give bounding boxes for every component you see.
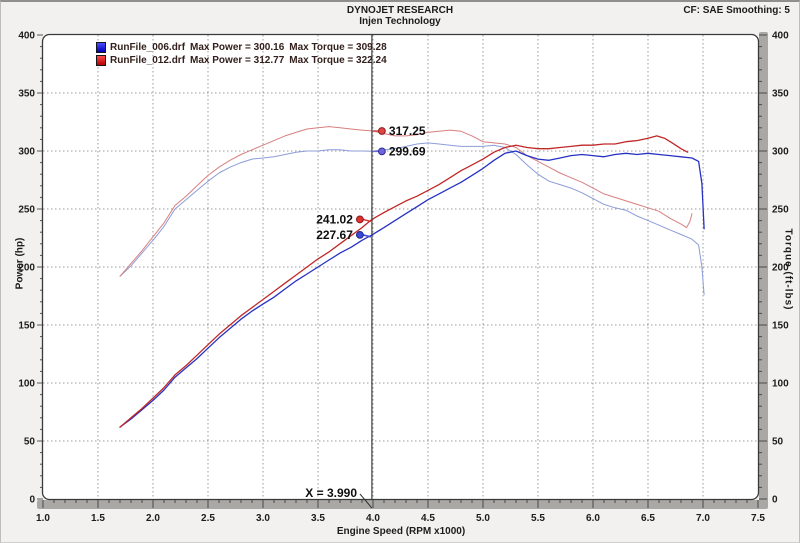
y-tick-label-left: 150	[18, 321, 35, 332]
annotation-value: 241.02	[316, 212, 353, 226]
y-tick-label-left: 200	[18, 263, 35, 274]
y-tick-label-right: 200	[772, 263, 789, 274]
annotation-value: 317.25	[389, 124, 426, 138]
y-tick-label-right: 150	[772, 321, 789, 332]
annotation-dot	[356, 215, 364, 224]
y-tick-label-right: 300	[772, 147, 789, 158]
x-tick-label: 6.0	[586, 513, 600, 524]
y-tick-label-left: 300	[18, 147, 35, 158]
annotation-leader	[362, 218, 372, 223]
y-tick-label-left: 100	[18, 379, 35, 390]
run1-max-power: Max Power = 300.16	[190, 42, 285, 53]
x-tick-label: 7.0	[696, 513, 710, 524]
legend: RunFile_006.drf Max Power = 300.16 Max Tor…	[96, 41, 387, 67]
bottom-tick-band	[37, 500, 767, 509]
run2-max-torque: Max Torque = 322.24	[289, 55, 387, 66]
x-tick-label: 7.5	[751, 513, 765, 524]
right-axis-title: Torque (ft-lbs)	[782, 228, 794, 311]
run2-file: RunFile_012.drf	[110, 55, 186, 66]
curve-runfile_006-power	[119, 150, 705, 428]
x-tick-label: 2.5	[201, 513, 215, 524]
y-tick-label-left: 50	[24, 437, 36, 448]
x-tick-label: 2.0	[146, 513, 160, 524]
y-tick-label-right: 250	[772, 205, 789, 216]
run2-max-power: Max Power = 312.77	[190, 55, 285, 66]
x-tick-label: 1.5	[91, 513, 105, 524]
right-tick-band	[759, 32, 768, 509]
x-tick-label: 5.0	[476, 513, 490, 524]
y-tick-label-left: 250	[18, 205, 35, 216]
y-tick-label-left: 350	[18, 89, 35, 100]
y-tick-label-right: 100	[772, 379, 789, 390]
y-tick-label-left: 400	[18, 31, 35, 42]
x-tick-label: 4.5	[421, 513, 435, 524]
left-axis-title: Power (hp)	[14, 237, 26, 290]
y-tick-label-right: 400	[772, 31, 789, 42]
plot-frame	[41, 33, 760, 501]
run1-color-swatch	[96, 42, 106, 53]
correction-smoothing-note: CF: SAE Smoothing: 5	[683, 5, 790, 16]
y-tick-label-right: 50	[772, 437, 784, 448]
bottom-axis-title: Engine Speed (RPM x1000)	[336, 526, 466, 537]
chart-header: DYNOJET RESEARCH Injen Technology	[1, 5, 799, 27]
curve-runfile_006-torque	[119, 142, 705, 296]
curve-runfile_012-power	[119, 135, 689, 428]
run1-file: RunFile_006.drf	[110, 42, 186, 53]
cursor-label-leader	[359, 493, 373, 509]
legend-run-2[interactable]: RunFile_012.drf Max Power = 312.77 Max Tor…	[96, 54, 387, 67]
run2-label: RunFile_012.drf Max Power = 312.77 Max Tor…	[110, 55, 387, 66]
annotation-dot	[356, 231, 364, 239]
y-tick-label-right: 0	[772, 495, 778, 506]
annotation-dot	[378, 127, 386, 135]
run1-max-torque: Max Torque = 309.28	[289, 42, 387, 53]
x-tick-label: 4.0	[366, 513, 380, 524]
y-tick-label-left: 0	[29, 495, 35, 506]
x-tick-label: 3.0	[256, 513, 270, 524]
x-tick-label: 5.5	[531, 513, 545, 524]
y-tick-label-right: 350	[772, 89, 789, 100]
header-subtitle: Injen Technology	[359, 16, 441, 27]
cursor-x-readout[interactable]: X = 3.990	[305, 486, 357, 500]
annotation-value: 227.67	[316, 228, 353, 242]
run2-color-swatch	[96, 55, 106, 66]
annotation-value: 299.69	[389, 144, 426, 158]
x-tick-label: 3.5	[311, 513, 325, 524]
run1-label: RunFile_006.drf Max Power = 300.16 Max Tor…	[110, 42, 387, 53]
legend-run-1[interactable]: RunFile_006.drf Max Power = 300.16 Max Tor…	[96, 41, 387, 54]
annotation-leader	[362, 234, 372, 238]
x-tick-label: 6.5	[641, 513, 655, 524]
x-tick-label: 1.0	[36, 513, 50, 524]
annotation-dot	[378, 147, 386, 156]
curve-runfile_012-torque	[119, 126, 693, 277]
header-title: DYNOJET RESEARCH	[346, 5, 454, 16]
